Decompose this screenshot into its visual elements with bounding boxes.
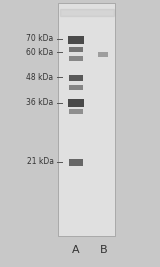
Bar <box>69 85 83 90</box>
Text: 70 kDa: 70 kDa <box>26 34 54 43</box>
Text: B: B <box>99 245 107 255</box>
Bar <box>98 52 108 57</box>
Text: 60 kDa: 60 kDa <box>26 48 54 57</box>
Bar <box>69 56 83 61</box>
Bar <box>58 3 115 236</box>
Bar <box>69 75 83 81</box>
Text: A: A <box>72 245 80 255</box>
Bar <box>69 159 83 166</box>
Bar <box>68 36 84 44</box>
Bar <box>69 47 83 52</box>
Bar <box>69 109 83 114</box>
Text: 36 kDa: 36 kDa <box>26 98 54 107</box>
Text: 21 kDa: 21 kDa <box>27 157 54 166</box>
Bar <box>68 99 84 107</box>
Text: 48 kDa: 48 kDa <box>26 73 54 82</box>
